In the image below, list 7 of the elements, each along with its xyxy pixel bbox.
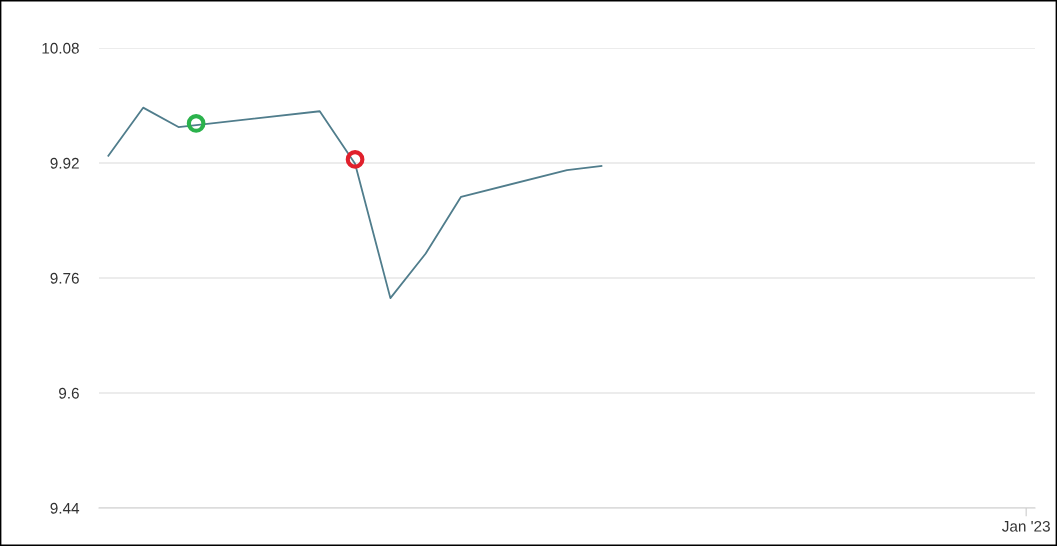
y-tick-label: 9.6 <box>59 387 79 399</box>
x-tick-label: Jan '23 <box>1002 520 1050 532</box>
y-tick-label: 9.44 <box>50 502 80 514</box>
y-tick-label: 9.92 <box>50 157 79 169</box>
line-series <box>106 106 604 300</box>
y-tick-label: 9.76 <box>50 272 79 284</box>
y-tick-label: 10.08 <box>42 42 79 54</box>
